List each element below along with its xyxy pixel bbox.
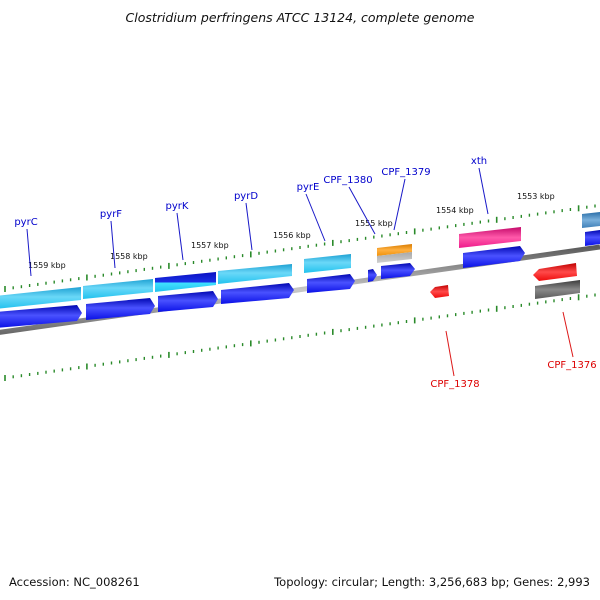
feature-pyrE-band[interactable]	[304, 254, 351, 273]
leader-pyrF	[110, 220, 116, 269]
feature-steel-band[interactable]	[582, 212, 600, 228]
gene-label-CPF_1378[interactable]: CPF_1378	[430, 379, 479, 390]
leader-pyrK	[176, 212, 184, 261]
cds-track-forward	[0, 230, 600, 328]
gene-label-CPF_1376[interactable]: CPF_1376	[547, 360, 596, 371]
cds-arrow-CPF_1376[interactable]	[533, 263, 577, 281]
cds-arrow-pyrK[interactable]	[158, 291, 218, 312]
gene-label-pyrE[interactable]: pyrE	[297, 182, 320, 193]
tick-label-1555: 1555 kbp	[355, 219, 393, 228]
scale-ticks-inner	[4, 293, 596, 381]
reverse-track	[430, 263, 580, 299]
cds-arrow-pyrD[interactable]	[221, 283, 294, 304]
feature-pyrK-band[interactable]	[155, 272, 216, 292]
leader-CPF_1380	[348, 186, 376, 235]
label-leaders	[26, 167, 489, 277]
cds-arrow-CPF_1378[interactable]	[430, 285, 449, 298]
tick-label-1557: 1557 kbp	[191, 241, 229, 250]
tick-label-1559: 1559 kbp	[28, 261, 66, 270]
cds-arrow-CPF_1379[interactable]	[381, 263, 415, 279]
scale-ticks-outer	[4, 204, 596, 292]
label-leaders-reverse	[445, 311, 574, 377]
leader-xth	[478, 167, 489, 215]
gene-label-pyrK[interactable]: pyrK	[166, 201, 189, 212]
cds-arrow-pyrC[interactable]	[0, 305, 82, 328]
feature-pyrF-band[interactable]	[83, 279, 153, 299]
scale-tick-labels: 1559 kbp 1558 kbp 1557 kbp 1556 kbp 1555…	[28, 192, 555, 270]
cds-arrow-pyrF[interactable]	[86, 298, 155, 320]
feature-CPF_1379-band-shadow	[377, 252, 412, 263]
accession-text: Accession: NC_008261	[9, 575, 140, 589]
gene-label-xth[interactable]: xth	[471, 156, 487, 167]
leader-pyrC	[26, 228, 32, 277]
tick-label-1554: 1554 kbp	[436, 206, 474, 215]
cds-arrow-CPF_1380[interactable]	[368, 269, 377, 282]
cds-arrow-xth[interactable]	[463, 246, 525, 268]
tick-label-1553: 1553 kbp	[517, 192, 555, 201]
gene-label-CPF_1379[interactable]: CPF_1379	[381, 167, 430, 178]
map-title: Clostridium perfringens ATCC 13124, comp…	[126, 10, 475, 25]
leader-pyrE	[305, 193, 326, 242]
feature-pyrC-band[interactable]	[0, 287, 81, 309]
leader-CPF_1378	[445, 330, 455, 377]
tick-label-1558: 1558 kbp	[110, 252, 148, 261]
gene-labels: pyrC pyrF pyrK pyrD pyrE CPF_1380 CPF_13…	[14, 156, 596, 390]
tick-label-1556: 1556 kbp	[273, 231, 311, 240]
gene-label-pyrF[interactable]: pyrF	[100, 209, 122, 220]
leader-CPF_1376	[562, 311, 574, 358]
leader-CPF_1379	[393, 178, 406, 231]
cds-arrow-pyrE[interactable]	[307, 274, 355, 293]
topology-summary: Topology: circular; Length: 3,256,683 bp…	[273, 575, 590, 589]
feature-CPF_1376-band[interactable]	[535, 280, 580, 299]
gene-label-pyrC[interactable]: pyrC	[14, 217, 37, 228]
cds-arrow-edge[interactable]	[585, 230, 600, 246]
leader-pyrD	[245, 202, 253, 251]
gene-label-CPF_1380[interactable]: CPF_1380	[323, 175, 372, 186]
feature-xth-band[interactable]	[459, 227, 521, 248]
feature-track-forward	[0, 212, 600, 309]
gene-label-pyrD[interactable]: pyrD	[234, 191, 258, 202]
feature-pyrD-band[interactable]	[218, 264, 292, 284]
